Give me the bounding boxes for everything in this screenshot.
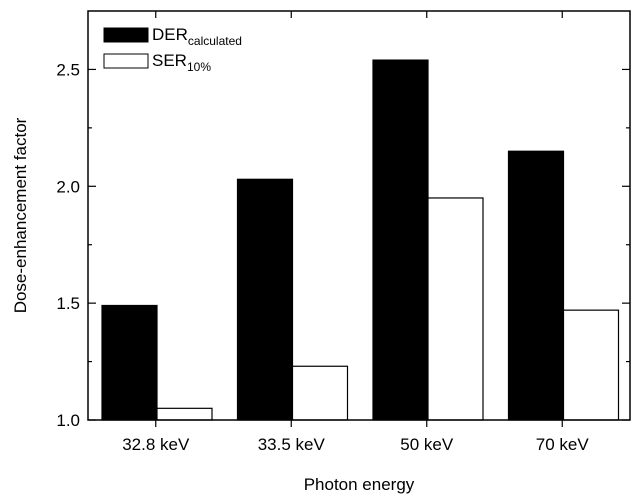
y-tick-label: 2.0: [56, 177, 80, 196]
y-tick-label: 2.5: [56, 60, 80, 79]
bar-ser-2: [427, 197, 484, 421]
legend-label-der-main: DER: [152, 25, 188, 44]
x-tick-label: 50 keV: [400, 435, 454, 454]
legend-swatch-der: [103, 27, 149, 43]
plot-area-frame: [87, 10, 631, 421]
legend-label-ser-main: SER: [152, 51, 187, 70]
y-tick-label: 1.5: [56, 294, 80, 313]
legend-swatch-ser: [103, 53, 149, 69]
x-axis-title: Photon energy: [304, 475, 415, 494]
x-tick-label: 33.5 keV: [258, 435, 326, 454]
legend-label-der-sub: calculated: [188, 34, 242, 48]
y-tick-label: 1.0: [56, 411, 80, 430]
legend-label-der: DERcalculated: [152, 25, 242, 48]
axis-ticks: [88, 11, 630, 427]
bar-der-3: [507, 150, 565, 421]
bar-ser-1: [291, 365, 349, 421]
legend-label-ser-sub: 10%: [187, 60, 211, 74]
x-tick-label: 32.8 keV: [122, 435, 190, 454]
bar-der-1: [236, 178, 294, 421]
bars: [101, 59, 620, 421]
x-tick-label: 70 keV: [536, 435, 590, 454]
legend-label-ser: SER10%: [152, 51, 211, 74]
bar-der-2: [372, 59, 429, 421]
y-axis-title: Dose-enhancement factor: [11, 117, 30, 313]
bar-ser-0: [156, 407, 213, 421]
tick-labels: 1.0 1.5 2.0 2.5 32.8 keV 33.5 keV 50 keV 70 keV: [56, 60, 589, 454]
bar-ser-3: [562, 309, 620, 421]
legend: DERcalculated SER10%: [103, 25, 242, 74]
legend-item-der: DERcalculated: [103, 25, 242, 48]
bar-der-0: [101, 304, 158, 421]
legend-item-ser: SER10%: [103, 51, 211, 74]
